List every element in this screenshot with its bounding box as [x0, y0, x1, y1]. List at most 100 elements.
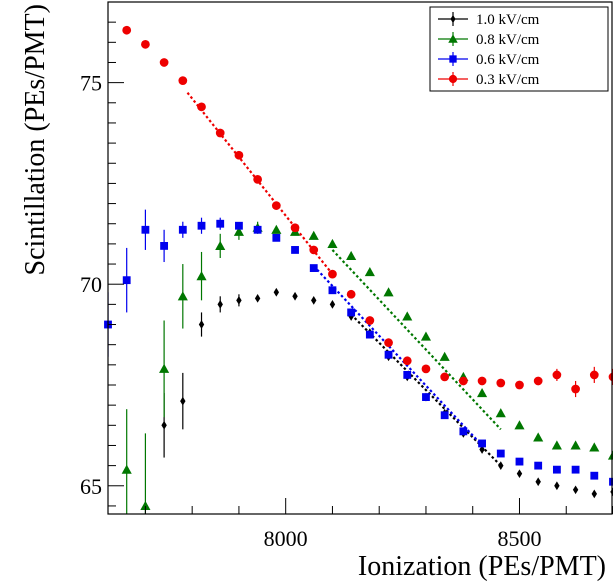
- data-point-1-0-kv-cm: [311, 296, 316, 305]
- data-point-0-3-kv-cm: [571, 385, 580, 394]
- data-point-0-3-kv-cm: [160, 58, 169, 67]
- data-point-0-6-kv-cm: [160, 242, 168, 250]
- data-point-0-3-kv-cm: [590, 371, 599, 380]
- data-point-0-6-kv-cm: [141, 226, 149, 234]
- data-point-1-0-kv-cm: [573, 485, 578, 494]
- data-point-0-8-kv-cm: [365, 267, 375, 276]
- data-points-layer: [104, 26, 613, 510]
- data-point-0-8-kv-cm: [215, 241, 225, 250]
- data-point-1-0-kv-cm: [292, 292, 297, 301]
- legend-label: 0.6 kV/cm: [476, 52, 540, 68]
- data-point-0-6-kv-cm: [291, 246, 299, 254]
- data-point-0-8-kv-cm: [571, 440, 581, 449]
- data-point-0-3-kv-cm: [534, 377, 543, 386]
- data-point-0-6-kv-cm: [254, 226, 262, 234]
- data-point-1-0-kv-cm: [255, 294, 260, 303]
- error-bars-layer: [108, 210, 613, 579]
- data-point-0-3-kv-cm: [553, 371, 562, 380]
- data-point-0-6-kv-cm: [572, 466, 580, 474]
- legend-label: 0.3 kV/cm: [476, 72, 540, 88]
- data-point-0-6-kv-cm: [497, 450, 505, 458]
- y-tick-label: 65: [80, 474, 102, 499]
- legend-item-1-0-kv-cm: 1.0 kV/cm: [438, 12, 540, 28]
- data-point-0-6-kv-cm: [516, 458, 524, 466]
- legend-marker: [449, 75, 457, 83]
- data-point-0-6-kv-cm: [366, 331, 374, 339]
- data-point-1-0-kv-cm: [535, 477, 540, 486]
- data-point-0-3-kv-cm: [478, 377, 487, 386]
- legend-item-0-8-kv-cm: 0.8 kV/cm: [438, 32, 540, 48]
- data-point-0-8-kv-cm: [196, 271, 206, 280]
- data-point-0-6-kv-cm: [422, 393, 430, 401]
- data-point-0-3-kv-cm: [272, 201, 281, 210]
- data-point-0-8-kv-cm: [552, 440, 562, 449]
- data-point-0-8-kv-cm: [533, 432, 543, 441]
- data-point-0-3-kv-cm: [384, 338, 393, 347]
- data-point-0-8-kv-cm: [309, 231, 319, 240]
- data-point-0-6-kv-cm: [441, 411, 449, 419]
- data-point-0-3-kv-cm: [197, 102, 206, 111]
- data-point-1-0-kv-cm: [517, 469, 522, 478]
- data-point-0-3-kv-cm: [253, 175, 262, 184]
- data-point-1-0-kv-cm: [592, 489, 597, 498]
- data-point-0-3-kv-cm: [496, 379, 505, 388]
- data-point-1-0-kv-cm: [330, 300, 335, 309]
- data-point-0-8-kv-cm: [514, 420, 524, 429]
- data-point-0-8-kv-cm: [271, 225, 281, 234]
- data-point-0-3-kv-cm: [365, 316, 374, 325]
- data-point-0-8-kv-cm: [159, 364, 169, 373]
- data-point-1-0-kv-cm: [274, 288, 279, 297]
- data-point-0-6-kv-cm: [329, 286, 337, 294]
- x-axis-label: Ionization (PEs/PMT): [358, 551, 606, 582]
- data-point-0-6-kv-cm: [123, 276, 131, 284]
- data-point-0-6-kv-cm: [553, 466, 561, 474]
- data-point-0-6-kv-cm: [385, 351, 393, 359]
- data-point-0-3-kv-cm: [291, 223, 300, 232]
- data-point-0-3-kv-cm: [440, 373, 449, 382]
- data-point-0-8-kv-cm: [421, 332, 431, 341]
- x-tick-label: 8500: [497, 526, 541, 551]
- legend-marker: [449, 55, 456, 62]
- data-point-1-0-kv-cm: [199, 320, 204, 329]
- data-point-0-3-kv-cm: [178, 76, 187, 85]
- data-point-0-8-kv-cm: [178, 291, 188, 300]
- data-point-0-8-kv-cm: [496, 408, 506, 417]
- data-point-0-3-kv-cm: [347, 290, 356, 299]
- data-point-0-6-kv-cm: [534, 462, 542, 470]
- legend-label: 0.8 kV/cm: [476, 32, 540, 48]
- legend-label: 1.0 kV/cm: [476, 12, 540, 28]
- fit-line-0-8-kv-cm: [332, 250, 500, 429]
- data-point-0-8-kv-cm: [440, 352, 450, 361]
- y-tick-label: 75: [80, 71, 102, 96]
- data-point-0-8-kv-cm: [346, 251, 356, 260]
- data-point-0-6-kv-cm: [235, 222, 243, 230]
- data-point-0-8-kv-cm: [477, 388, 487, 397]
- data-point-1-0-kv-cm: [236, 296, 241, 305]
- data-point-0-6-kv-cm: [459, 427, 467, 435]
- data-point-0-3-kv-cm: [459, 377, 468, 386]
- data-point-0-3-kv-cm: [422, 364, 431, 373]
- data-point-0-6-kv-cm: [347, 309, 355, 317]
- data-point-1-0-kv-cm: [218, 300, 223, 309]
- data-point-0-6-kv-cm: [590, 472, 598, 480]
- fit-line-0-6-kv-cm: [314, 266, 482, 445]
- data-point-0-3-kv-cm: [122, 26, 131, 35]
- data-point-1-0-kv-cm: [180, 397, 185, 406]
- data-point-0-6-kv-cm: [272, 234, 280, 242]
- x-tick-label: 8000: [264, 526, 308, 551]
- data-point-0-6-kv-cm: [310, 264, 318, 272]
- fit-lines-layer: [187, 93, 500, 466]
- data-point-0-8-kv-cm: [589, 442, 599, 451]
- data-point-0-3-kv-cm: [403, 356, 412, 365]
- data-point-1-0-kv-cm: [498, 461, 503, 470]
- data-point-0-6-kv-cm: [478, 440, 486, 448]
- data-point-0-6-kv-cm: [179, 226, 187, 234]
- data-point-0-6-kv-cm: [198, 222, 206, 230]
- data-point-0-3-kv-cm: [309, 246, 318, 255]
- data-point-0-3-kv-cm: [216, 129, 225, 138]
- legend: 1.0 kV/cm 0.8 kV/cm 0.6 kV/cm 0.3 kV/cm: [430, 7, 608, 91]
- data-point-0-6-kv-cm: [403, 371, 411, 379]
- data-point-0-8-kv-cm: [383, 287, 393, 296]
- legend-item-0-6-kv-cm: 0.6 kV/cm: [438, 52, 540, 68]
